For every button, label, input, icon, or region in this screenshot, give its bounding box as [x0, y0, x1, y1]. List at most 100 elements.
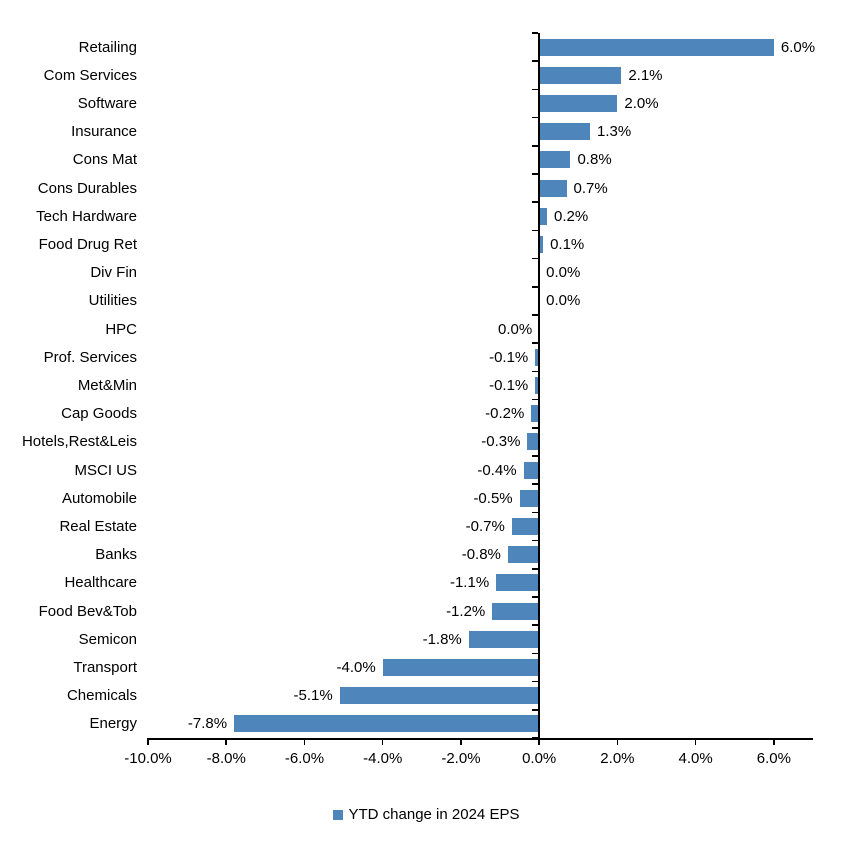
category-axis-tick: [532, 145, 539, 147]
x-tick-label: 4.0%: [678, 750, 713, 767]
value-label: -0.4%: [477, 461, 517, 479]
category-axis-tick: [532, 286, 539, 288]
bar: [535, 377, 540, 394]
x-tick-label: -2.0%: [441, 750, 481, 767]
category-label: Retailing: [78, 38, 137, 56]
x-tick-label: 6.0%: [756, 750, 791, 767]
x-axis-tick: [303, 738, 306, 745]
value-label: -0.2%: [485, 405, 525, 423]
x-axis-tick: [381, 738, 384, 745]
value-label: -0.5%: [473, 489, 513, 507]
category-axis-tick: [532, 624, 539, 626]
category-axis-tick: [532, 257, 539, 260]
bar: [539, 151, 571, 169]
category-label: Tech Hardware: [36, 207, 137, 225]
bar: [539, 38, 774, 56]
category-label: Banks: [95, 546, 137, 564]
category-label: Met&Min: [77, 376, 137, 394]
category-label: Chemicals: [66, 687, 137, 705]
bar: [539, 95, 618, 112]
value-label: 0.0%: [497, 320, 533, 338]
bar: [507, 546, 540, 564]
category-label: Food Bev&Tob: [38, 602, 137, 620]
bar: [539, 66, 622, 84]
value-label: -0.7%: [465, 517, 505, 535]
bar: [234, 715, 540, 733]
category-axis-tick: [532, 116, 539, 119]
category-label: Cons Durables: [37, 179, 137, 197]
x-axis-tick: [616, 738, 619, 745]
value-label: -1.1%: [449, 574, 490, 592]
bar: [468, 630, 540, 648]
value-label: -4.0%: [336, 658, 376, 676]
category-axis-tick: [532, 173, 539, 175]
category-label: Automobile: [61, 489, 137, 507]
value-label: -7.8%: [187, 715, 228, 733]
value-label: -0.8%: [461, 546, 501, 564]
value-label: -0.1%: [489, 376, 529, 394]
value-label: 1.3%: [597, 123, 632, 141]
x-tick-label: -10.0%: [124, 750, 172, 767]
category-axis-tick: [532, 680, 539, 683]
x-axis-tick: [538, 738, 540, 745]
category-axis-tick: [532, 568, 539, 570]
category-axis-tick: [532, 511, 539, 514]
category-label: Com Services: [43, 66, 137, 84]
category-axis-tick: [532, 32, 539, 34]
x-axis-tick: [225, 738, 227, 745]
category-axis-tick: [532, 60, 539, 62]
category-label: Real Estate: [59, 517, 137, 535]
category-axis-tick: [532, 483, 539, 485]
category-label: Semicon: [78, 630, 137, 648]
x-axis-tick: [147, 738, 149, 745]
x-tick-label: -4.0%: [363, 750, 403, 767]
value-label: -1.2%: [446, 602, 486, 620]
bar: [523, 461, 540, 479]
bar: [539, 236, 544, 253]
value-label: 0.8%: [577, 151, 612, 169]
bar: [535, 348, 540, 366]
category-label: Energy: [89, 715, 137, 733]
bar: [519, 489, 540, 507]
category-label: MSCI US: [74, 461, 137, 479]
value-label: -5.1%: [293, 687, 333, 705]
bar: [496, 574, 540, 592]
bar: [492, 602, 540, 620]
x-axis-tick: [773, 738, 775, 745]
category-label: Prof. Services: [43, 348, 137, 366]
category-label: Healthcare: [64, 574, 137, 592]
x-tick-label: 0.0%: [522, 750, 557, 767]
category-axis-tick: [532, 539, 539, 542]
category-axis-tick: [532, 88, 539, 91]
legend: YTD change in 2024 EPS: [0, 806, 852, 823]
x-tick-label: -6.0%: [284, 750, 325, 767]
value-label: 2.1%: [628, 66, 663, 84]
category-axis-tick: [532, 314, 539, 316]
category-label: Software: [77, 94, 137, 112]
bar: [539, 179, 567, 197]
category-axis-tick: [532, 652, 539, 655]
value-label: -0.3%: [481, 433, 521, 451]
zero-axis-line: [538, 33, 540, 740]
x-axis-line: [148, 738, 813, 740]
bar: [539, 207, 547, 225]
category-label: Utilities: [88, 292, 137, 310]
x-tick-label: -8.0%: [206, 750, 246, 767]
x-tick-label: 2.0%: [600, 750, 635, 767]
category-label: Cap Goods: [61, 405, 137, 423]
x-axis-tick: [694, 738, 697, 745]
category-label: Transport: [73, 658, 137, 676]
legend-swatch: [332, 809, 343, 820]
bar: [339, 687, 540, 705]
category-label: Cons Mat: [72, 151, 137, 169]
value-label: 0.0%: [546, 292, 581, 310]
category-axis-tick: [532, 455, 539, 457]
category-axis-tick: [532, 596, 539, 598]
category-axis-tick: [532, 370, 539, 373]
value-label: 0.2%: [554, 207, 589, 225]
category-axis-tick: [532, 398, 539, 401]
value-label: 6.0%: [780, 38, 816, 56]
bar: [531, 405, 540, 423]
x-axis-tick: [460, 738, 462, 745]
